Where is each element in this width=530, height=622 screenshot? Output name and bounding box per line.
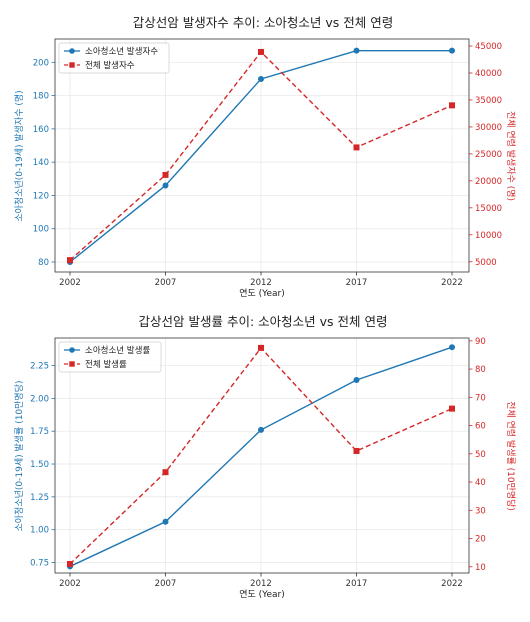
chart-1-left-tick-label: 180 [33, 92, 49, 102]
chart-2-x-tick-label: 2012 [250, 579, 272, 589]
chart-2-legend-box [58, 341, 162, 373]
chart-1-x-ticks: 2002 2007 2012 2017 2022 [59, 272, 463, 288]
chart-2-series-1-point [258, 426, 264, 433]
chart-2-series-2-point [353, 447, 360, 454]
chart-2-plot-frame [54, 337, 470, 574]
chart-2-series-1-point [162, 518, 169, 525]
chart-2-right-tick-label: 20 [475, 535, 486, 545]
chart-2-title: 갑상선암 발생률 추이: 소아청소년 vs 전체 연령 [139, 314, 388, 329]
chart-1-series-2-point [353, 144, 360, 151]
chart-1-right-tick-label: 30000 [475, 123, 502, 133]
chart-2-left-tick-label: 1.00 [30, 526, 49, 536]
chart-2-left-ticks: 0.75 1.00 1.25 1.50 1.75 2.00 2.25 [30, 362, 55, 568]
chart-2-series-2-point [449, 405, 455, 412]
chart-1-series-1-point [258, 75, 264, 82]
chart-1-right-axis-label: 전체 연령 발생자수 (명) [505, 111, 517, 201]
chart-1-right-tick-label: 5000 [475, 258, 497, 268]
chart-1-right-ticks: 5000 10000 15000 20000 25000 30000 35000 40000 4… [469, 42, 502, 268]
chart-1-x-axis-label: 연도 (Year) [239, 288, 285, 299]
chart-1-right-tick-label: 20000 [475, 177, 502, 187]
chart-2-left-tick-label: 1.25 [30, 493, 49, 503]
chart-2-legend-label-1: 소아청소년 발생률 [85, 345, 150, 356]
chart-2-x-ticks: 2002 2007 2012 2017 2022 [59, 573, 463, 589]
chart-1: 갑상선암 발생자수 추이: 소아청소년 vs 전체 연령 2002 2007 201… [14, 15, 517, 299]
chart-1-legend-marker-1 [69, 48, 75, 54]
chart-1-left-tick-label: 100 [33, 225, 49, 235]
chart-1-series-1-point [449, 47, 455, 54]
chart-1-left-axis-label: 소아청소년(0-19세) 발생자수 (명) [14, 90, 25, 221]
chart-1-x-tick-label: 2002 [59, 278, 81, 288]
chart-1-legend-marker-2 [69, 62, 75, 68]
chart-2-legend-marker-2 [69, 361, 75, 367]
chart-1-right-tick-label: 40000 [475, 69, 502, 79]
chart-2: 갑상선암 발생률 추이: 소아청소년 vs 전체 연령 2002 2007 2012… [14, 314, 517, 600]
chart-2-series-2-point [67, 560, 73, 567]
chart-1-right-tick-label: 45000 [475, 42, 502, 52]
chart-2-right-axis-label: 전체 연령 발생률 (10만명당) [505, 401, 517, 511]
chart-1-legend-label-1: 소아청소년 발생자수 [85, 46, 158, 57]
chart-2-grid [55, 338, 469, 573]
chart-2-right-tick-label: 40 [475, 478, 486, 488]
chart-1-x-tick-label: 2022 [441, 278, 463, 288]
chart-1-legend-label-2: 전체 발생자수 [85, 60, 135, 71]
chart-2-right-tick-label: 80 [475, 365, 486, 375]
chart-2-x-tick-label: 2007 [155, 579, 177, 589]
chart-2-right-tick-label: 70 [475, 393, 486, 403]
chart-1-left-tick-label: 80 [38, 258, 49, 268]
chart-1-series-2-point [67, 257, 73, 264]
chart-1-left-tick-label: 160 [33, 125, 49, 135]
chart-2-right-tick-label: 10 [475, 563, 486, 573]
chart-1-right-tick-label: 10000 [475, 231, 502, 241]
chart-1-series-2-point [258, 48, 264, 55]
chart-2-left-tick-label: 2.00 [30, 394, 49, 404]
chart-2-lines [67, 344, 455, 570]
chart-2-right-tick-label: 90 [475, 337, 486, 347]
chart-1-right-tick-label: 35000 [475, 96, 502, 106]
chart-1-left-tick-label: 120 [33, 191, 49, 201]
chart-1-x-tick-label: 2007 [155, 278, 177, 288]
chart-2-left-tick-label: 0.75 [30, 558, 49, 568]
chart-2-legend-marker-1 [69, 347, 75, 353]
chart-1-series-1-point [353, 47, 360, 54]
chart-1-right-tick-label: 25000 [475, 150, 502, 160]
chart-2-left-tick-label: 1.75 [30, 427, 49, 437]
chart-2-series-2-point [162, 469, 169, 476]
chart-2-series-2-point [258, 344, 264, 351]
chart-1-series-2-point [162, 171, 169, 178]
chart-2-right-tick-label: 60 [475, 422, 486, 432]
chart-1-right-tick-label: 15000 [475, 204, 502, 214]
chart-2-left-axis-label: 소아청소년(0-19세) 발생률 (10만명당) [14, 380, 25, 531]
chart-2-legend: 소아청소년 발생률 전체 발생률 [58, 341, 162, 373]
chart-2-left-tick-label: 1.50 [30, 460, 49, 470]
chart-1-left-tick-label: 200 [33, 58, 49, 68]
chart-1-x-tick-label: 2017 [346, 278, 368, 288]
chart-2-right-tick-label: 50 [475, 450, 486, 460]
chart-2-left-tick-label: 2.25 [30, 362, 49, 372]
chart-2-right-ticks: 10 20 30 40 50 60 70 80 90 [469, 337, 486, 573]
chart-2-series-1-point [449, 344, 455, 351]
chart-1-plot-frame [54, 38, 470, 273]
chart-1-x-tick-label: 2012 [250, 278, 272, 288]
chart-1-title: 갑상선암 발생자수 추이: 소아청소년 vs 전체 연령 [133, 15, 393, 30]
chart-1-legend-box [58, 42, 170, 74]
chart-1-legend: 소아청소년 발생자수 전체 발생자수 [58, 42, 170, 74]
chart-2-legend-label-2: 전체 발생률 [85, 359, 127, 370]
chart-1-grid [55, 39, 469, 272]
chart-2-x-tick-label: 2022 [441, 579, 463, 589]
chart-2-x-axis-label: 연도 (Year) [239, 589, 285, 600]
chart-2-x-tick-label: 2002 [59, 579, 81, 589]
chart-1-series-1-point [162, 182, 169, 189]
chart-2-right-tick-label: 30 [475, 506, 486, 516]
chart-1-series-2-point [449, 102, 455, 109]
chart-1-lines [67, 47, 455, 266]
chart-2-series-1-point [353, 377, 360, 384]
chart-1-left-ticks: 80 100 120 140 160 180 200 [33, 58, 55, 268]
chart-1-left-tick-label: 140 [33, 158, 49, 168]
chart-2-x-tick-label: 2017 [346, 579, 368, 589]
